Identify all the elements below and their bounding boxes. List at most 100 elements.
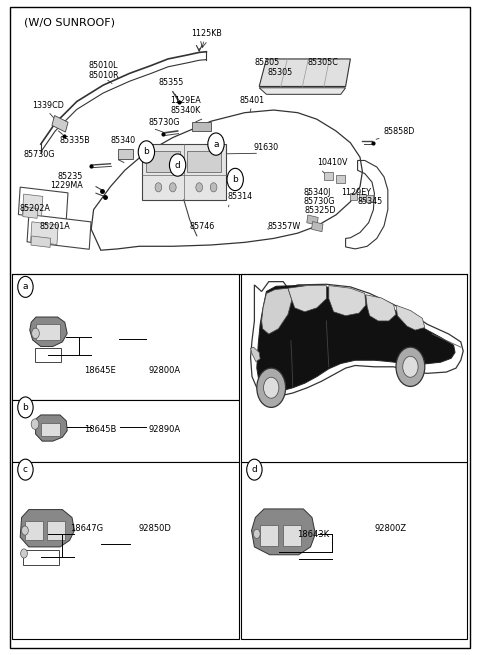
Text: 85730G: 85730G <box>149 118 180 127</box>
Text: 85335B: 85335B <box>60 136 91 145</box>
Text: 91630: 91630 <box>253 143 278 152</box>
Polygon shape <box>251 282 463 396</box>
Bar <box>12 400 239 462</box>
Polygon shape <box>259 59 350 86</box>
Text: 85235: 85235 <box>58 172 83 181</box>
Bar <box>18 187 68 220</box>
Text: b: b <box>232 175 238 184</box>
Bar <box>35 348 61 362</box>
Circle shape <box>169 183 176 192</box>
Circle shape <box>247 459 262 480</box>
Bar <box>23 194 43 216</box>
Bar <box>350 193 357 200</box>
Bar <box>307 215 318 225</box>
Text: 1229MA: 1229MA <box>50 181 83 190</box>
Bar <box>47 521 65 540</box>
Text: d: d <box>252 465 257 474</box>
Text: (W/O SUNROOF): (W/O SUNROOF) <box>24 17 115 27</box>
Text: a: a <box>23 282 28 291</box>
Text: 85305C: 85305C <box>307 58 338 67</box>
Polygon shape <box>262 288 292 334</box>
Circle shape <box>138 141 155 163</box>
Bar <box>359 194 366 201</box>
Text: 85325D: 85325D <box>305 206 336 215</box>
Text: 85345: 85345 <box>358 197 383 206</box>
Polygon shape <box>20 510 74 547</box>
Circle shape <box>253 529 260 538</box>
Circle shape <box>18 397 33 418</box>
Text: c: c <box>23 465 28 474</box>
Text: 1125KB: 1125KB <box>191 29 222 38</box>
Polygon shape <box>252 509 315 555</box>
Bar <box>241 462 467 639</box>
Text: 85340: 85340 <box>110 136 135 145</box>
Bar <box>118 149 133 159</box>
Text: 92890A: 92890A <box>149 425 181 434</box>
Bar <box>12 462 239 639</box>
Text: 85340K: 85340K <box>170 106 201 115</box>
Text: 85202A: 85202A <box>19 204 50 213</box>
Bar <box>23 550 59 565</box>
Bar <box>192 122 211 131</box>
Bar <box>146 151 180 172</box>
Bar <box>25 521 43 540</box>
Circle shape <box>18 276 33 297</box>
Circle shape <box>22 526 28 535</box>
Bar <box>260 525 278 546</box>
Bar <box>41 423 60 436</box>
Polygon shape <box>396 305 425 330</box>
Text: 18645E: 18645E <box>84 366 116 375</box>
Bar <box>336 175 345 183</box>
Text: 85357W: 85357W <box>268 221 301 231</box>
Text: 85010L: 85010L <box>89 61 118 70</box>
Text: 85305: 85305 <box>254 58 280 67</box>
Circle shape <box>210 183 217 192</box>
Polygon shape <box>257 286 455 392</box>
Bar <box>324 172 333 180</box>
Text: 85730G: 85730G <box>24 150 56 159</box>
Bar <box>36 324 60 340</box>
Text: 18645B: 18645B <box>84 425 116 434</box>
Text: 18647G: 18647G <box>70 524 103 533</box>
Polygon shape <box>259 88 346 94</box>
Text: 85314: 85314 <box>228 192 253 201</box>
Text: 92800Z: 92800Z <box>374 524 407 533</box>
Polygon shape <box>329 286 366 316</box>
Bar <box>23 207 38 218</box>
Circle shape <box>264 377 279 398</box>
Circle shape <box>208 133 224 155</box>
Text: 85305: 85305 <box>267 67 293 77</box>
Circle shape <box>227 168 243 191</box>
Polygon shape <box>30 317 67 346</box>
Circle shape <box>31 419 39 430</box>
Text: 85010R: 85010R <box>89 71 120 80</box>
Text: 85746: 85746 <box>190 221 215 231</box>
Text: 85730G: 85730G <box>303 197 335 206</box>
Text: 18643K: 18643K <box>297 530 329 539</box>
Circle shape <box>196 183 203 192</box>
Text: 92850D: 92850D <box>138 524 171 533</box>
Text: b: b <box>23 403 28 412</box>
Bar <box>31 236 51 248</box>
Circle shape <box>169 154 186 176</box>
Text: a: a <box>213 140 219 149</box>
Text: 85401: 85401 <box>240 96 265 105</box>
Polygon shape <box>288 286 326 312</box>
Bar <box>366 195 373 202</box>
Text: 92800A: 92800A <box>149 366 181 375</box>
Text: 85355: 85355 <box>158 78 184 87</box>
Polygon shape <box>251 347 260 362</box>
Circle shape <box>18 459 33 480</box>
Text: 85340J: 85340J <box>303 187 331 196</box>
Circle shape <box>257 368 286 407</box>
Circle shape <box>32 328 39 339</box>
Text: d: d <box>175 160 180 170</box>
Bar <box>283 525 301 546</box>
Text: 85858D: 85858D <box>384 126 415 136</box>
Circle shape <box>21 549 27 558</box>
Bar <box>52 115 68 132</box>
Text: 1339CD: 1339CD <box>33 101 64 110</box>
Circle shape <box>155 183 162 192</box>
Text: 1129EY: 1129EY <box>341 187 371 196</box>
Bar <box>31 222 58 244</box>
